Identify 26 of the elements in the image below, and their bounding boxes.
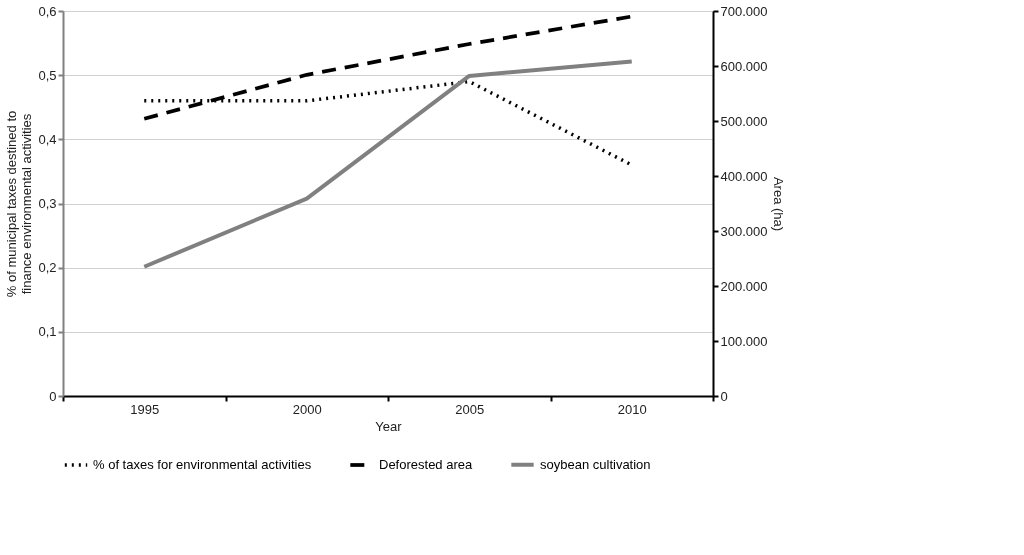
y2-tick-label: 0 [720,388,728,404]
y-axis-title: % of municipal taxes destined to finance environmental activities [4,110,35,298]
y-tick-label: 0,1 [38,324,57,340]
x-tick-label: 2010 [617,401,647,417]
y-tick-label: 0,2 [38,260,57,276]
y-tick-label: 0,5 [38,67,57,83]
legend-label: soybean cultivation [540,456,651,472]
y2-tick-label: 300.000 [720,223,768,239]
y-tick-label: 0,6 [38,3,57,19]
y2-tick-label: 100.000 [720,333,768,349]
y2-tick-label: 600.000 [720,58,768,74]
line-series [142,59,634,269]
y2-axis-title: Area (ha) [771,176,787,232]
y-tick-label: 0,3 [38,196,57,211]
y-tick-label: 0,4 [38,131,57,147]
y2-tick-label: 500.000 [720,113,768,129]
x-tick-label: 1995 [130,401,160,417]
legend-label: % of taxes for environmental activities [93,457,312,472]
legend-label: Deforested area [379,457,473,472]
x-tick-label: 2000 [292,401,322,417]
y2-tick-label: 700.000 [720,3,768,19]
y2-tick-label: 400.000 [720,168,768,184]
y2-tick-label: 200.000 [720,278,768,294]
x-axis-title: Year [375,418,403,434]
y-tick-label: 0 [49,388,57,404]
x-tick-label: 2005 [455,401,485,417]
